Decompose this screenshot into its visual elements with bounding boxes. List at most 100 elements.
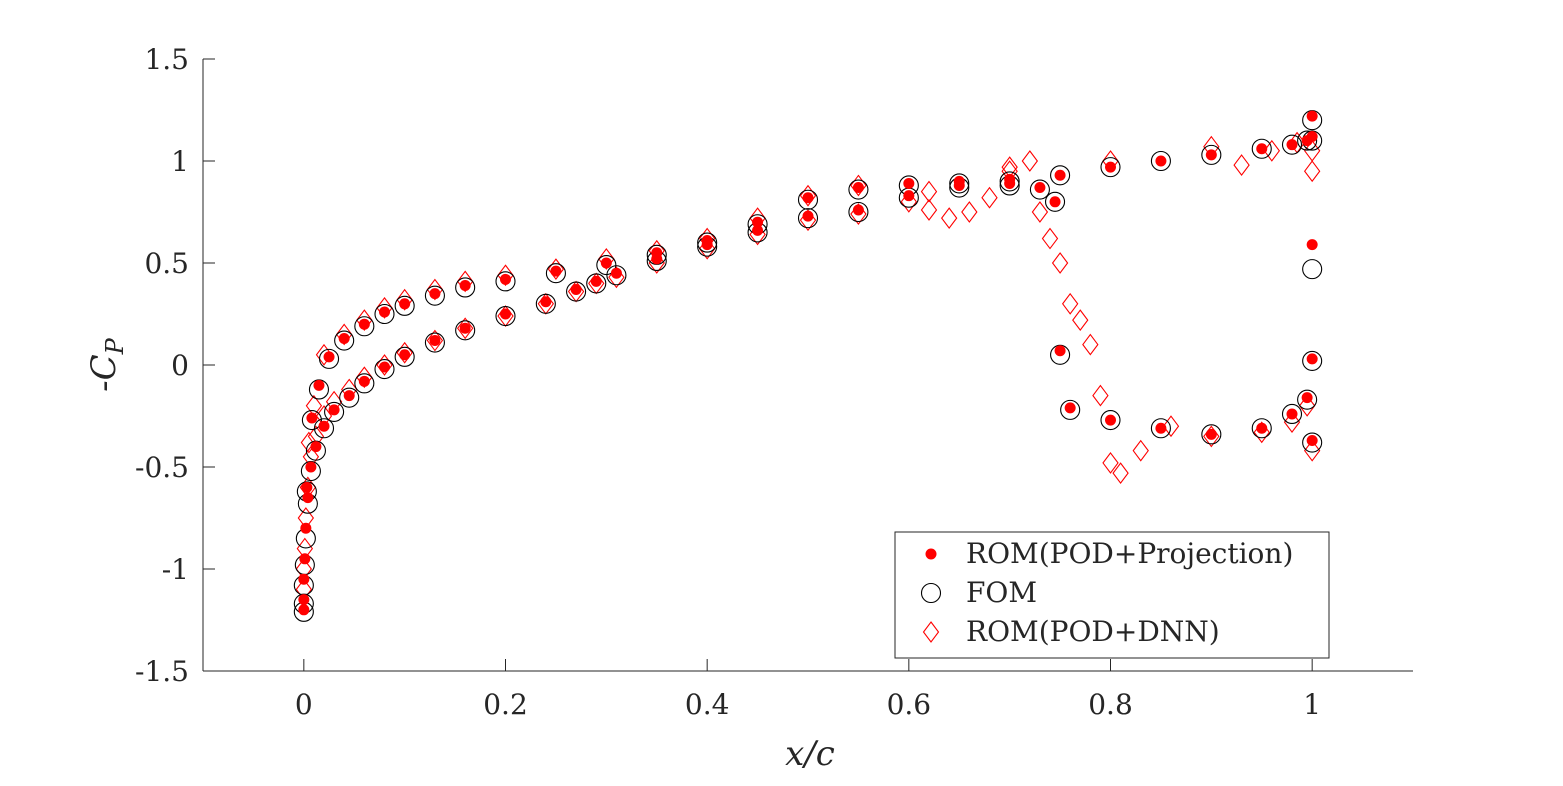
data-point-rom-dnn (850, 174, 867, 197)
data-point-rom-projection (299, 553, 311, 565)
data-point-rom-dnn (1061, 292, 1079, 315)
data-point-fom (374, 359, 395, 380)
data-point-rom-dnn (1072, 309, 1089, 332)
data-point-rom-projection (953, 175, 965, 187)
data-point-rom-projection (1286, 408, 1298, 420)
data-point-rom-dnn (456, 317, 474, 340)
data-point-fom (455, 320, 476, 341)
data-point-rom-dnn (1132, 439, 1149, 462)
data-point-rom-dnn (456, 270, 474, 293)
data-point-rom-projection (802, 192, 814, 204)
data-point-rom-projection (903, 190, 915, 202)
data-point-fom (545, 263, 566, 284)
data-point-rom-projection (298, 573, 310, 585)
legend: ROM(POD+Projection) FOM ROM(POD+DNN) (894, 531, 1330, 659)
data-point-rom-projection (1064, 402, 1076, 414)
series-open-circle (293, 110, 1323, 622)
data-point-rom-projection (429, 288, 441, 300)
data-point-rom-dnn (1303, 139, 1321, 162)
data-point-rom-projection (1286, 139, 1298, 151)
data-point-rom-projection (500, 308, 511, 320)
x-tick-label: 0 (295, 688, 313, 721)
data-point-rom-projection (318, 420, 330, 432)
y-axis-title: -CP (84, 337, 129, 392)
data-point-rom-projection (570, 284, 582, 296)
data-point-rom-dnn (940, 207, 958, 230)
data-point-fom (1281, 403, 1303, 425)
data-point-rom-projection (298, 594, 310, 606)
data-point-fom (354, 373, 375, 394)
data-point-rom-projection (310, 441, 322, 453)
data-point-rom-projection (1301, 392, 1313, 404)
data-point-rom-dnn (356, 309, 373, 332)
data-point-rom-projection (752, 224, 764, 236)
data-point-rom-dnn (335, 323, 353, 346)
data-point-rom-projection (1155, 155, 1167, 167)
data-point-rom-projection (1306, 353, 1318, 365)
data-point-rom-projection (903, 177, 915, 189)
data-point-rom-projection (1306, 110, 1318, 122)
data-point-fom (1302, 259, 1323, 280)
data-point-rom-projection (379, 361, 390, 373)
axes-layer: 0 0.2 0.4 0.6 0.8 1 -1.5 -1 -0.5 0 0.5 1 1.5 (135, 43, 1413, 721)
data-point-fom (596, 254, 617, 276)
data-point-rom-dnn (396, 288, 413, 311)
data-point-rom-projection (328, 404, 340, 416)
x-tick-label: 0.4 (685, 688, 730, 721)
data-point-fom (1297, 389, 1318, 410)
y-tick-label: -0.5 (135, 451, 189, 484)
data-point-fom (1281, 134, 1303, 155)
data-point-fom (1044, 191, 1066, 212)
data-point-rom-projection (802, 210, 814, 222)
data-point-rom-dnn (799, 184, 817, 207)
data-point-rom-dnn (300, 431, 318, 454)
data-point-fom (324, 401, 345, 422)
data-point-fom (566, 281, 587, 302)
data-point-rom-dnn (1092, 384, 1109, 407)
data-point-rom-projection (429, 335, 441, 347)
data-point-fom (455, 277, 476, 298)
series-layer (293, 110, 1323, 622)
x-tick-label: 0.8 (1088, 688, 1133, 721)
y-tick-label: -1 (162, 553, 189, 586)
data-point-rom-projection (379, 306, 390, 318)
data-point-rom-projection (358, 375, 370, 387)
data-point-rom-dnn (497, 264, 514, 287)
data-point-rom-projection (590, 275, 602, 287)
data-point-rom-dnn (1283, 411, 1301, 434)
data-point-rom-dnn (981, 186, 998, 209)
data-point-rom-dnn (1303, 439, 1321, 462)
data-point-fom (301, 410, 322, 431)
data-point-fom (318, 348, 340, 369)
data-point-fom (1100, 410, 1121, 431)
data-point-fom (1302, 350, 1323, 371)
data-point-rom-projection (1054, 169, 1066, 181)
y-tick-label: 0.5 (144, 247, 189, 280)
data-point-rom-projection (1004, 173, 1016, 185)
data-point-rom-projection (752, 216, 764, 228)
data-point-fom (374, 303, 395, 325)
data-point-fom (949, 173, 970, 194)
data-point-rom-projection (1049, 196, 1061, 208)
data-point-fom (495, 271, 516, 292)
data-point-rom-dnn (356, 366, 373, 389)
legend-item: ROM(POD+DNN) (922, 615, 1220, 648)
data-point-rom-projection (500, 273, 511, 285)
data-point-rom-projection (1155, 422, 1167, 434)
data-point-rom-projection (306, 412, 318, 424)
x-tick-label: 0.6 (887, 688, 932, 721)
data-point-fom (424, 285, 445, 306)
data-point-fom (797, 189, 819, 210)
x-tick-label: 1 (1303, 688, 1321, 721)
data-point-fom (586, 273, 607, 294)
data-point-rom-projection (852, 204, 864, 216)
x-tick-label: 0.2 (483, 688, 528, 721)
data-point-fom (535, 293, 556, 314)
data-point-rom-projection (459, 279, 471, 291)
data-point-fom (1060, 399, 1081, 420)
data-point-rom-dnn (1031, 201, 1049, 223)
data-point-fom (1029, 179, 1050, 200)
data-point-fom (1100, 157, 1121, 178)
data-point-rom-projection (323, 351, 335, 363)
